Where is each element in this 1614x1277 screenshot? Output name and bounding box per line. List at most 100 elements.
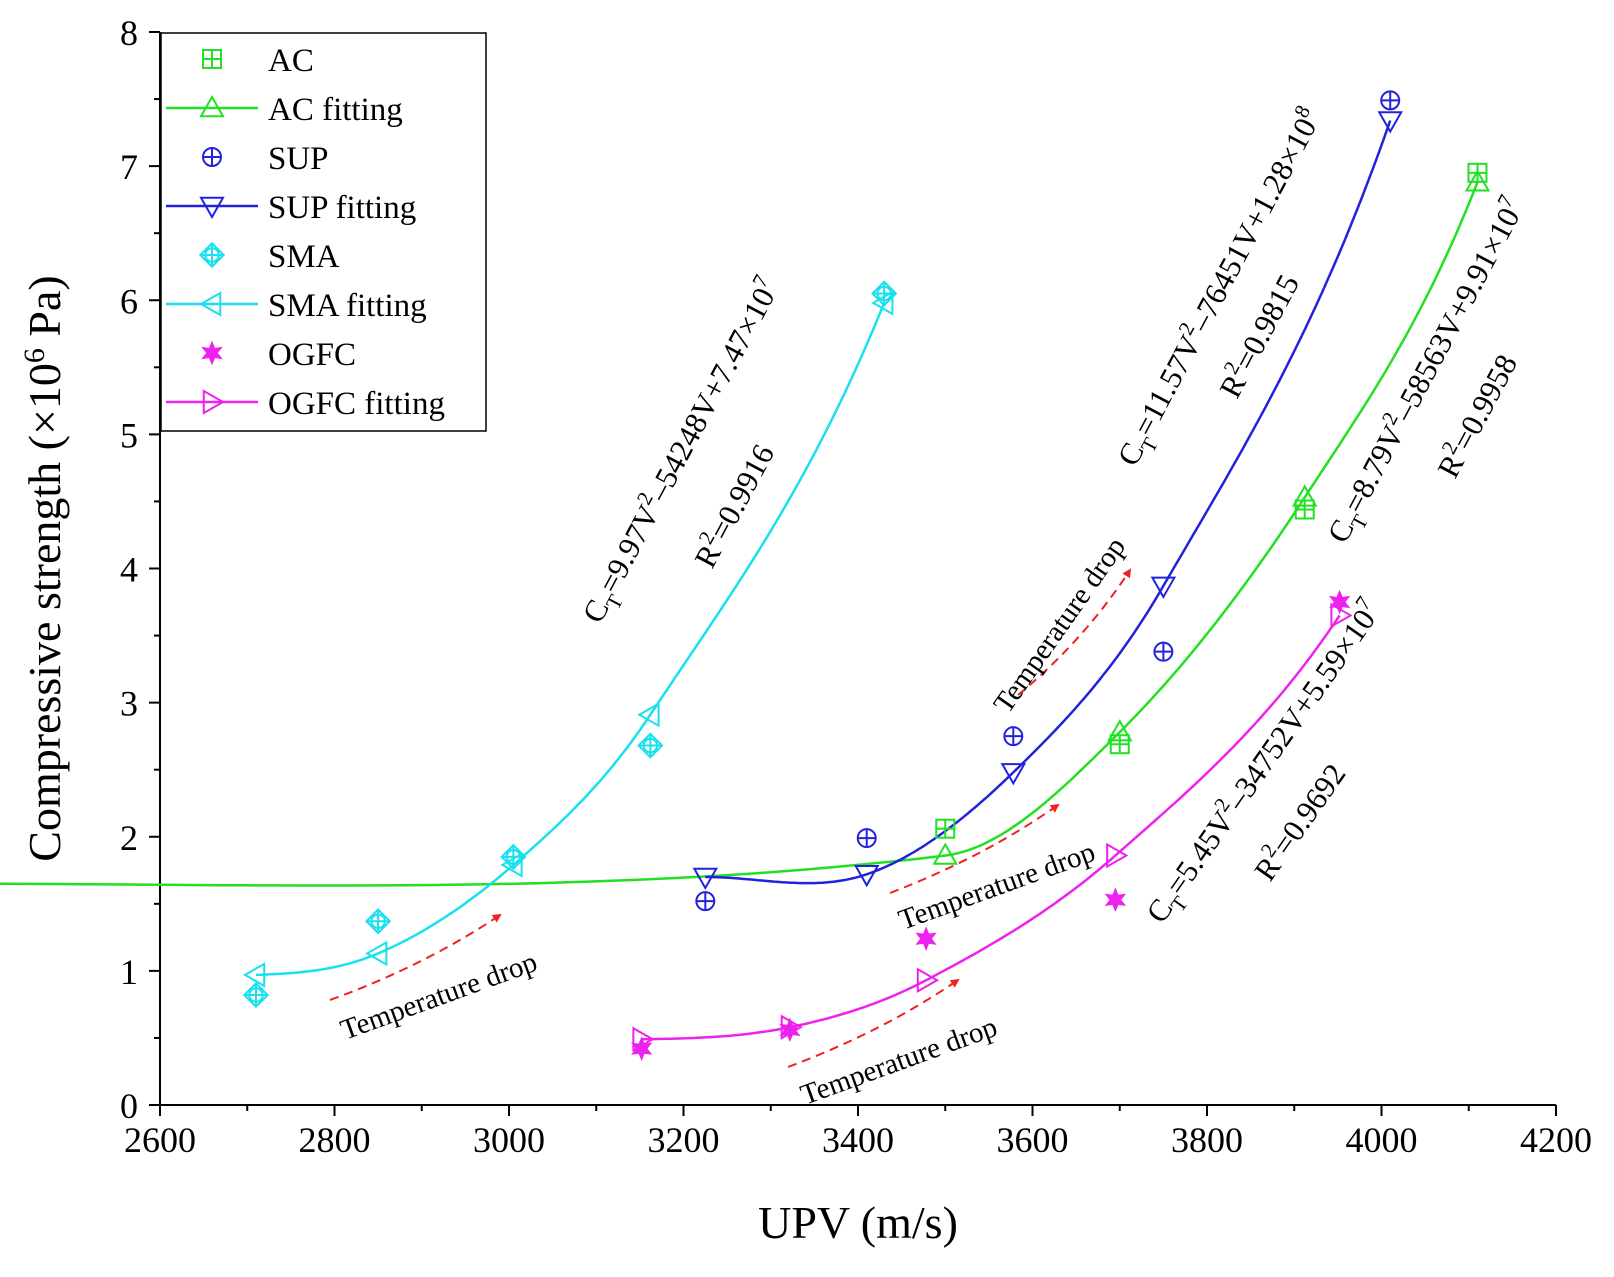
marker-shape: [500, 852, 523, 878]
ogfc-data-point: [915, 926, 937, 951]
legend: AC AC fitting SUP SUP fitting SMA SMA fitting…: [160, 32, 487, 432]
ogfc-data-point: [1328, 589, 1351, 615]
legend-label: SUP: [268, 141, 329, 177]
x-tick-label: 2800: [299, 1120, 371, 1160]
marker-shape: [198, 291, 222, 317]
y-tick-label: 7: [120, 147, 138, 187]
marker-shape: [854, 865, 880, 888]
marker-shape: [1000, 763, 1027, 786]
ac-temperature-drop-arrow: [889, 803, 1060, 894]
marker-shape: [1106, 842, 1129, 869]
ac-temperature-drop-label: Temperature drop: [894, 836, 1099, 937]
marker-shape: [692, 867, 719, 891]
y-tick-label: 6: [120, 281, 138, 321]
legend-symbol: [202, 389, 226, 415]
marker-shape: [932, 842, 958, 865]
legend-label: OGFC fitting: [268, 386, 445, 422]
sup-data-point: [695, 891, 716, 912]
marker-shape: [202, 389, 226, 415]
sup-data-point: [1380, 90, 1401, 111]
sma-fit-point: [365, 940, 388, 967]
marker-shape: [637, 701, 660, 728]
legend-label: AC: [268, 43, 314, 79]
sma-data-point: [500, 843, 527, 870]
sup-data-point: [1003, 726, 1024, 747]
legend-symbol: [202, 147, 222, 167]
sma-temperature-drop-label: Temperature drop: [336, 946, 541, 1047]
sma-fit-point: [871, 290, 894, 316]
legend-label: SMA fitting: [268, 288, 427, 324]
y-tick-label: 4: [120, 550, 138, 590]
ac-data-point: [1467, 162, 1488, 183]
sup-fit-point: [854, 865, 880, 888]
marker-shape: [1150, 576, 1177, 599]
sma-temperature-drop-arrow: [329, 913, 502, 1001]
sup-fit-point: [1150, 576, 1177, 599]
ac-data-point: [1109, 734, 1130, 755]
y-tick-label: 5: [120, 415, 138, 455]
marker-shape: [199, 94, 225, 118]
legend-symbol: [198, 241, 226, 269]
sma-data-point: [871, 280, 898, 307]
marker-shape: [199, 196, 225, 220]
marker-shape: [915, 926, 937, 951]
sup-fit-line: [705, 120, 1392, 885]
ac-data-point: [935, 818, 956, 839]
x-tick-label: 3800: [1171, 1120, 1243, 1160]
ogfc-fit-point: [1106, 842, 1129, 869]
marker-shape: [365, 940, 388, 967]
axes: 2600 2800 3000 3200 3400 3600 3800 4000 4200 0 1 2 3…: [18, 13, 1592, 1248]
y-tick-label: 2: [120, 818, 138, 858]
x-tick-label: 3000: [473, 1120, 545, 1160]
y-axis-title: Compressive strength (×106 Pa): [18, 275, 70, 861]
sup-data-point: [856, 828, 877, 849]
sup-fit-point: [1377, 111, 1403, 134]
legend-symbol: [202, 49, 222, 69]
ogfc-temperature-drop-arrow: [787, 978, 960, 1068]
sup-fit-point: [1000, 763, 1027, 786]
legend-label: SMA: [268, 239, 340, 275]
y-tick-label: 1: [120, 952, 138, 992]
legend-label: SUP fitting: [268, 190, 416, 226]
ogfc-data-point: [779, 1017, 801, 1043]
x-axis-title: UPV (m/s): [758, 1197, 958, 1248]
ac-fit-line: [0, 181, 1479, 887]
sma-data-point: [637, 732, 664, 759]
ogfc-temperature-drop-label: Temperature drop: [796, 1011, 1001, 1112]
marker-shape: [1104, 887, 1127, 913]
marker-shape: [242, 962, 266, 988]
ac-fit-point: [932, 842, 958, 865]
sup-temperature-drop-label: Temperature drop: [988, 531, 1133, 719]
x-tick-label: 3600: [997, 1120, 1069, 1160]
sma-data-point: [365, 908, 392, 935]
ogfc-data-point: [630, 1036, 653, 1061]
marker-shape: [1328, 589, 1351, 615]
legend-label: AC fitting: [268, 92, 403, 128]
ac-data-point: [1294, 499, 1315, 520]
sma-fit-point: [637, 701, 660, 728]
x-tick-label: 3200: [648, 1120, 720, 1160]
legend-symbol: [201, 340, 223, 366]
legend-symbol: [199, 94, 225, 118]
y-tick-label: 8: [120, 13, 138, 53]
sma-fit-point: [500, 852, 523, 878]
marker-shape: [871, 290, 894, 316]
sma-data-point: [242, 981, 270, 1009]
ogfc-fit-point: [916, 967, 940, 993]
ogfc-fit-line: [641, 614, 1341, 1041]
sma-fit-point: [242, 962, 266, 988]
marker-shape: [630, 1036, 653, 1061]
y-tick-label: 0: [120, 1086, 138, 1126]
sup-data-point: [1153, 641, 1174, 662]
sup-temperature-drop-arrow: [1017, 568, 1132, 696]
x-tick-label: 4200: [1520, 1120, 1592, 1160]
marker-shape: [916, 967, 940, 993]
ogfc-equation: CT=5.45V2–34752V+5.59×107: [1136, 592, 1394, 933]
x-tick-label: 2600: [124, 1120, 196, 1160]
legend-symbol: [199, 196, 225, 220]
y-tick-label: 3: [120, 684, 138, 724]
legend-box: [160, 32, 487, 432]
marker-shape: [1377, 111, 1403, 134]
